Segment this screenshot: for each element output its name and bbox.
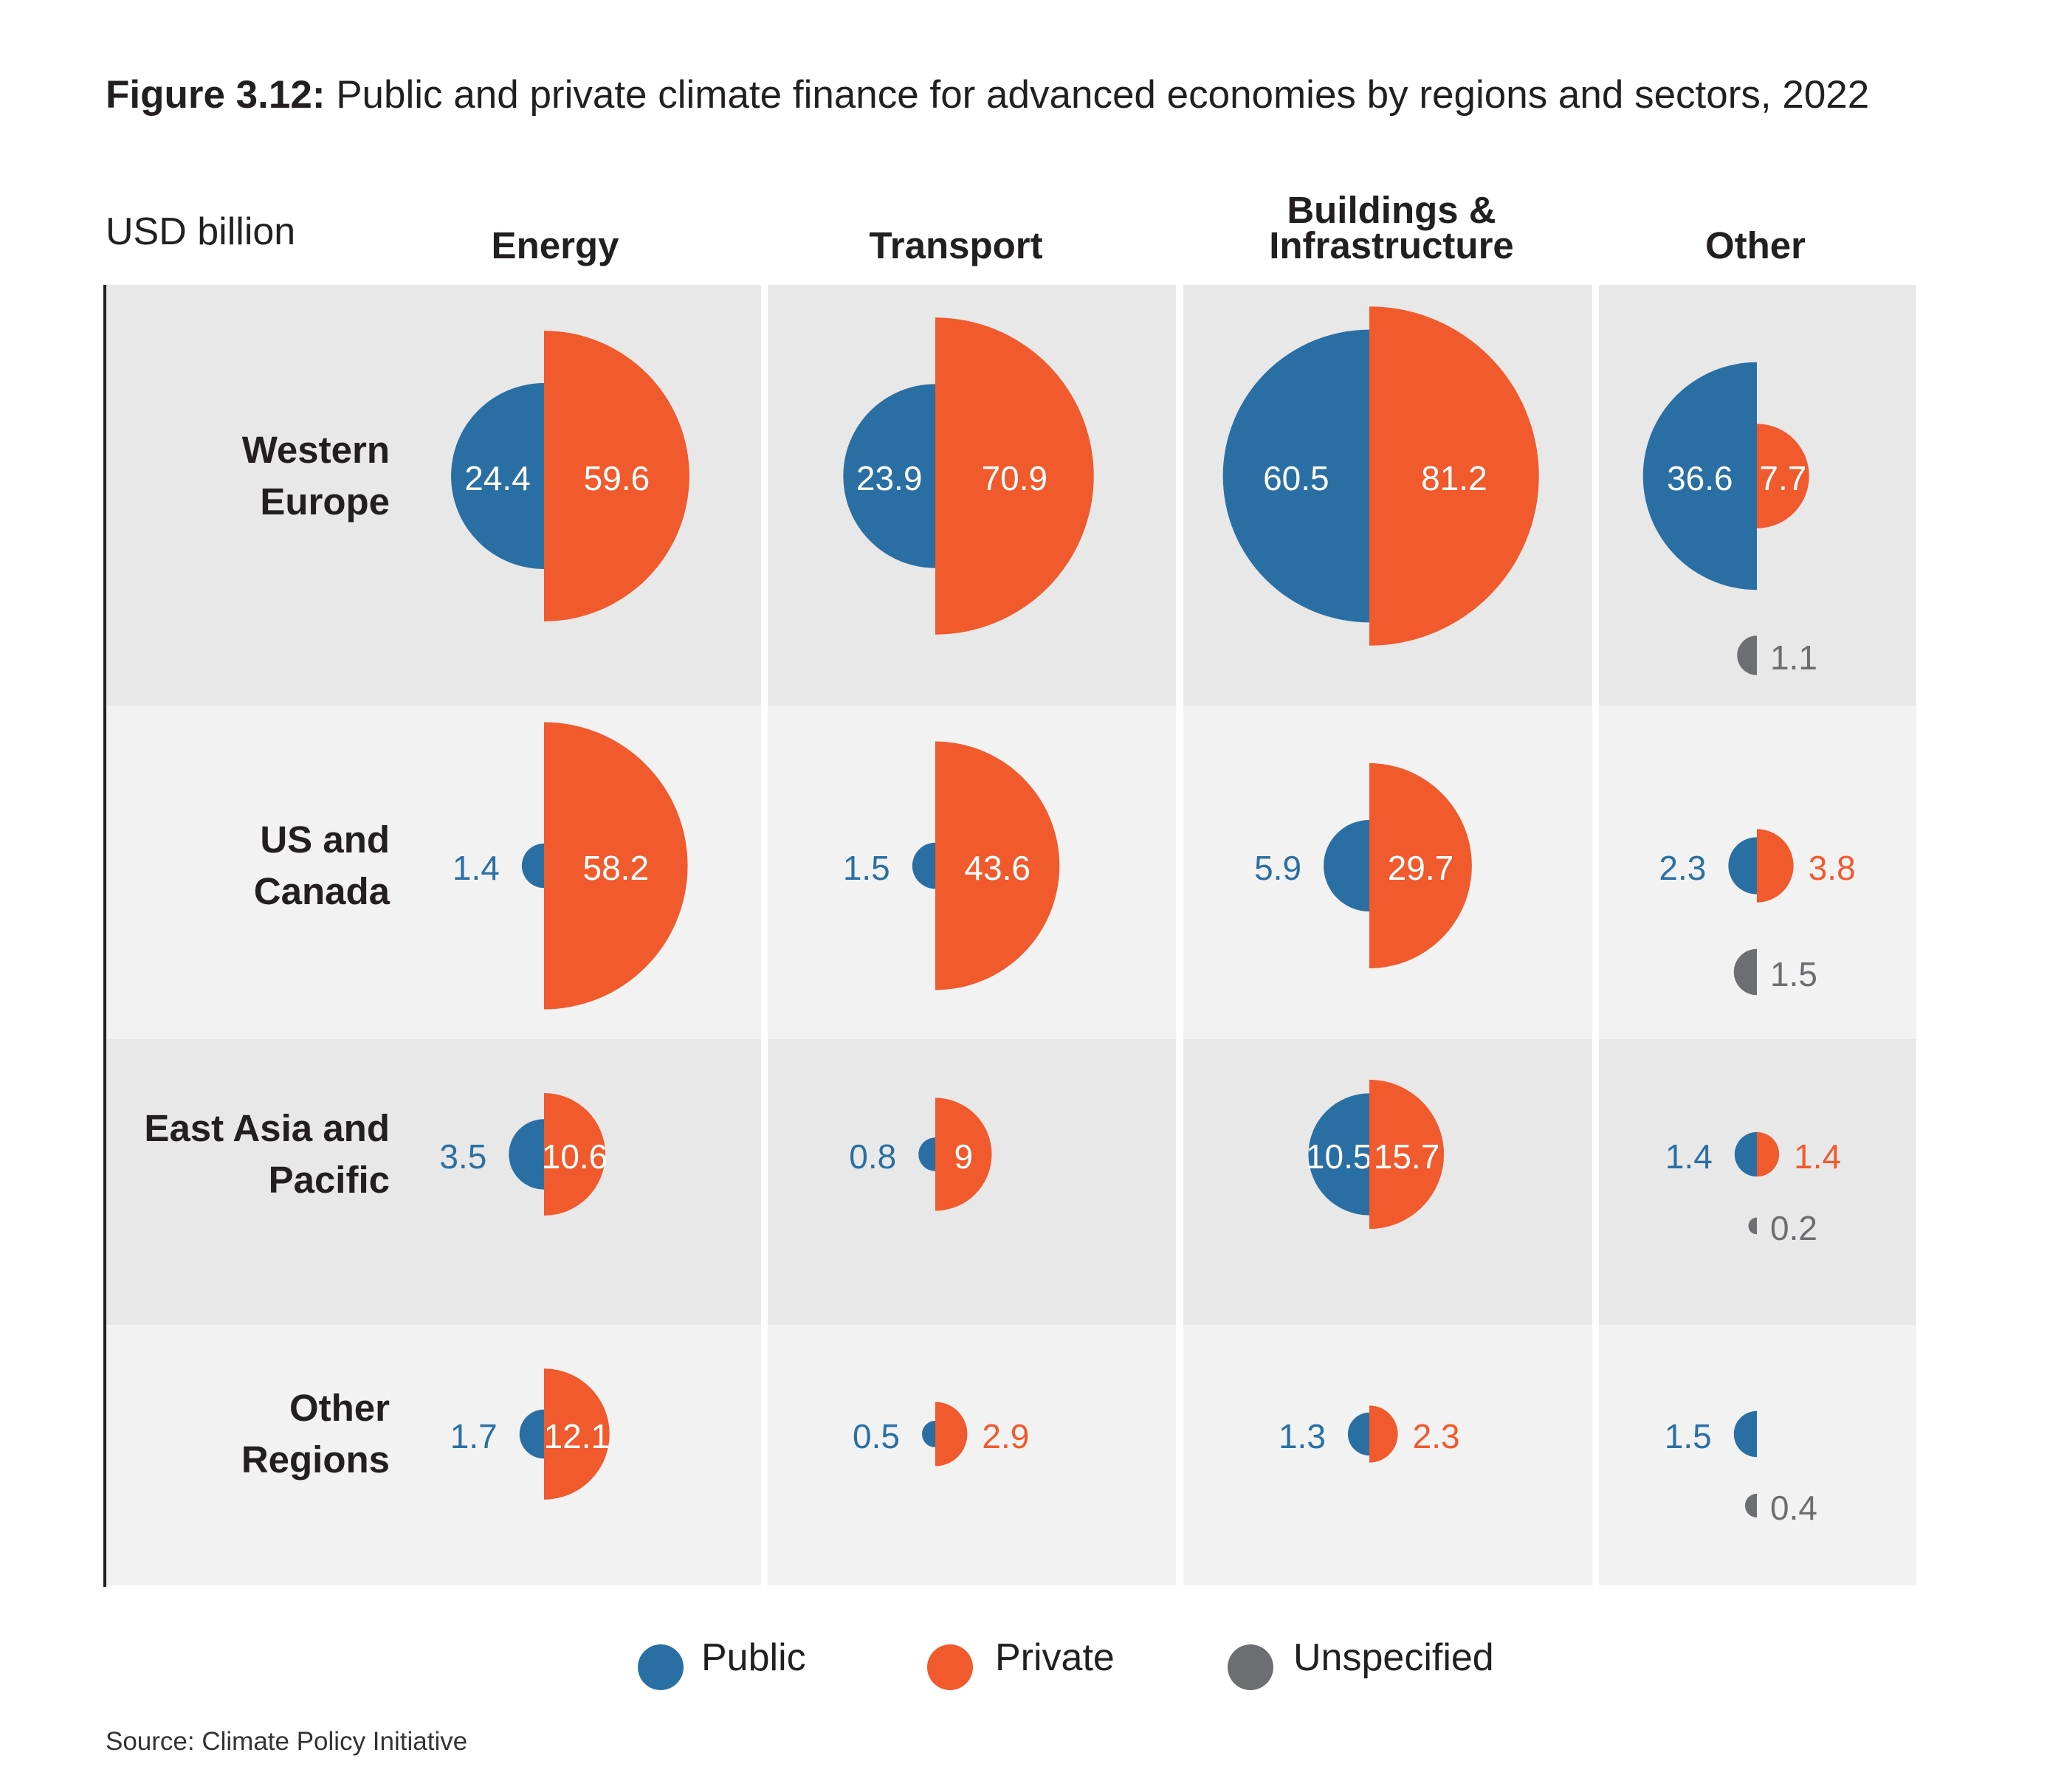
private-half-western-europe-transport bbox=[935, 317, 1094, 635]
private-half-other-regions-energy bbox=[544, 1368, 610, 1500]
private-value-western-europe-other: 7.7 bbox=[1759, 459, 1806, 497]
cell-background-other-regions-transport bbox=[768, 1325, 1176, 1585]
public-value-western-europe-energy: 24.4 bbox=[464, 459, 531, 497]
public-half-us-and-canada-energy bbox=[521, 843, 544, 889]
public-half-other-regions-energy bbox=[519, 1409, 544, 1459]
row-label-other-regions: Other Regions bbox=[241, 1387, 390, 1481]
public-half-western-europe-buildings-and-infrastructure bbox=[1222, 329, 1369, 623]
unspecified-half-other-regions-other bbox=[1744, 1493, 1757, 1518]
private-value-east-asia-and-pacific-transport: 9 bbox=[954, 1137, 973, 1176]
public-value-us-and-canada-transport: 1.5 bbox=[843, 849, 890, 887]
units-label: USD billion bbox=[106, 210, 296, 253]
public-value-other-regions-energy: 1.7 bbox=[450, 1417, 498, 1455]
private-value-us-and-canada-transport: 43.6 bbox=[964, 849, 1030, 887]
private-half-us-and-canada-transport bbox=[935, 741, 1060, 990]
column-header-transport: Transport bbox=[869, 224, 1042, 266]
private-half-east-asia-and-pacific-energy bbox=[544, 1092, 606, 1216]
column-header-other: Other bbox=[1705, 224, 1806, 266]
unspecified-half-us-and-canada-other bbox=[1733, 948, 1757, 996]
legend-private-label: Private bbox=[995, 1636, 1115, 1679]
public-half-other-regions-buildings-and-infrastructure bbox=[1347, 1412, 1369, 1456]
chart-plot: Energy Transport Buildings & Infrastructure… bbox=[103, 189, 1916, 1587]
column-header-energy: Energy bbox=[492, 224, 620, 266]
private-value-western-europe-energy: 59.6 bbox=[584, 459, 650, 497]
private-half-other-regions-buildings-and-infrastructure bbox=[1369, 1405, 1398, 1463]
private-value-other-regions-transport: 2.9 bbox=[982, 1417, 1029, 1455]
private-half-east-asia-and-pacific-transport bbox=[935, 1097, 992, 1211]
public-half-western-europe-transport bbox=[843, 384, 935, 568]
cell-background-other-regions-energy bbox=[106, 1325, 761, 1585]
private-half-east-asia-and-pacific-other bbox=[1757, 1131, 1780, 1177]
public-half-us-and-canada-buildings-and-infrastructure bbox=[1324, 820, 1369, 911]
public-value-other-regions-buildings-and-infrastructure: 1.3 bbox=[1279, 1417, 1326, 1455]
figure-caption: Public and private climate finance for a… bbox=[325, 73, 1870, 117]
cell-background-east-asia-and-pacific-energy bbox=[106, 1039, 761, 1325]
private-value-us-and-canada-buildings-and-infrastructure: 29.7 bbox=[1388, 849, 1454, 887]
public-half-other-regions-transport bbox=[921, 1420, 935, 1448]
column-header-buildings-and-infrastructure: Buildings & Infrastructure bbox=[1269, 189, 1514, 266]
public-half-east-asia-and-pacific-buildings-and-infrastructure bbox=[1308, 1093, 1369, 1216]
cell-background-east-asia-and-pacific-other bbox=[1599, 1039, 1916, 1325]
private-half-western-europe-energy bbox=[544, 331, 689, 621]
private-half-western-europe-other bbox=[1757, 424, 1809, 528]
private-value-east-asia-and-pacific-other: 1.4 bbox=[1794, 1137, 1841, 1176]
public-half-western-europe-energy bbox=[451, 383, 544, 569]
public-value-east-asia-and-pacific-other: 1.4 bbox=[1665, 1137, 1713, 1176]
private-value-east-asia-and-pacific-energy: 10.6 bbox=[542, 1137, 608, 1176]
public-value-us-and-canada-buildings-and-infrastructure: 5.9 bbox=[1254, 849, 1301, 887]
private-value-east-asia-and-pacific-buildings-and-infrastructure: 15.7 bbox=[1374, 1137, 1440, 1176]
private-half-us-and-canada-buildings-and-infrastructure bbox=[1369, 763, 1472, 968]
public-value-east-asia-and-pacific-transport: 0.8 bbox=[849, 1137, 896, 1176]
public-value-other-regions-transport: 0.5 bbox=[853, 1417, 900, 1455]
public-half-east-asia-and-pacific-transport bbox=[918, 1137, 935, 1171]
figure-number: Figure 3.12: bbox=[106, 73, 326, 117]
legend-private-swatch bbox=[927, 1644, 973, 1690]
public-half-east-asia-and-pacific-energy bbox=[509, 1119, 544, 1190]
private-half-western-europe-buildings-and-infrastructure bbox=[1369, 306, 1539, 646]
unspecified-value-other-regions-other: 0.4 bbox=[1770, 1489, 1817, 1527]
public-half-other-regions-other bbox=[1733, 1410, 1757, 1458]
private-value-western-europe-transport: 70.9 bbox=[982, 459, 1048, 497]
source-note: Source: Climate Policy Initiative bbox=[106, 1727, 468, 1756]
unspecified-half-east-asia-and-pacific-other bbox=[1748, 1217, 1757, 1235]
legend-public-label: Public bbox=[701, 1636, 806, 1679]
private-half-us-and-canada-other bbox=[1757, 829, 1794, 903]
legend-unspecified-swatch bbox=[1228, 1644, 1273, 1690]
cell-background-other-regions-other bbox=[1599, 1325, 1916, 1585]
public-value-other-regions-other: 1.5 bbox=[1665, 1417, 1712, 1455]
public-value-east-asia-and-pacific-energy: 3.5 bbox=[439, 1137, 486, 1176]
public-half-us-and-canada-other bbox=[1728, 837, 1757, 895]
public-half-western-europe-other bbox=[1642, 362, 1757, 590]
private-value-western-europe-buildings-and-infrastructure: 81.2 bbox=[1421, 459, 1487, 497]
public-half-east-asia-and-pacific-other bbox=[1734, 1131, 1757, 1177]
unspecified-value-us-and-canada-other: 1.5 bbox=[1770, 955, 1817, 993]
private-half-east-asia-and-pacific-buildings-and-infrastructure bbox=[1369, 1079, 1445, 1230]
private-value-us-and-canada-other: 3.8 bbox=[1809, 849, 1856, 887]
public-value-us-and-canada-energy: 1.4 bbox=[453, 849, 500, 887]
private-value-us-and-canada-energy: 58.2 bbox=[583, 849, 650, 887]
public-value-western-europe-buildings-and-infrastructure: 60.5 bbox=[1263, 459, 1329, 497]
row-label-us-and-canada: US and Canada bbox=[254, 819, 390, 912]
unspecified-value-east-asia-and-pacific-other: 0.2 bbox=[1770, 1209, 1817, 1247]
chart-title: Figure 3.12: Public and private climate … bbox=[106, 72, 1869, 117]
unspecified-half-western-europe-other bbox=[1737, 635, 1757, 675]
public-value-western-europe-other: 36.6 bbox=[1667, 459, 1733, 497]
public-half-us-and-canada-transport bbox=[912, 842, 935, 889]
public-value-western-europe-transport: 23.9 bbox=[856, 459, 923, 497]
row-label-western-europe: Western Europe bbox=[242, 429, 390, 523]
private-half-other-regions-transport bbox=[935, 1402, 968, 1467]
public-value-us-and-canada-other: 2.3 bbox=[1659, 849, 1706, 887]
private-value-other-regions-energy: 12.1 bbox=[544, 1417, 610, 1455]
legend-public-swatch bbox=[638, 1644, 684, 1690]
legend-unspecified-label: Unspecified bbox=[1293, 1636, 1494, 1679]
public-value-east-asia-and-pacific-buildings-and-infrastructure: 10.5 bbox=[1306, 1137, 1372, 1176]
unspecified-value-western-europe-other: 1.1 bbox=[1770, 638, 1817, 677]
private-value-other-regions-buildings-and-infrastructure: 2.3 bbox=[1413, 1417, 1460, 1455]
private-half-us-and-canada-energy bbox=[544, 722, 688, 1010]
row-label-east-asia-and-pacific: East Asia and Pacific bbox=[144, 1107, 390, 1201]
